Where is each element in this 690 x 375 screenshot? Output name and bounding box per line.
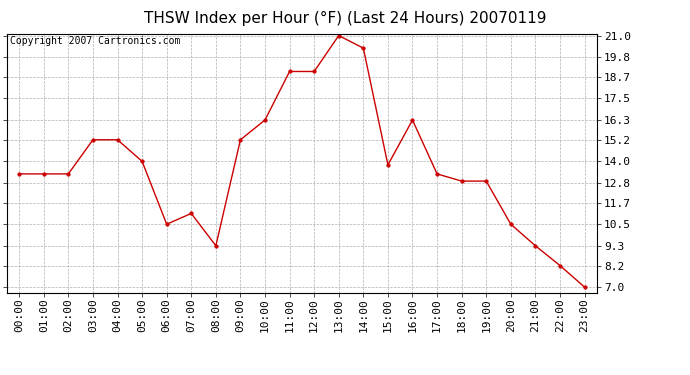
Text: THSW Index per Hour (°F) (Last 24 Hours) 20070119: THSW Index per Hour (°F) (Last 24 Hours)… <box>144 11 546 26</box>
Text: Copyright 2007 Cartronics.com: Copyright 2007 Cartronics.com <box>10 36 180 46</box>
